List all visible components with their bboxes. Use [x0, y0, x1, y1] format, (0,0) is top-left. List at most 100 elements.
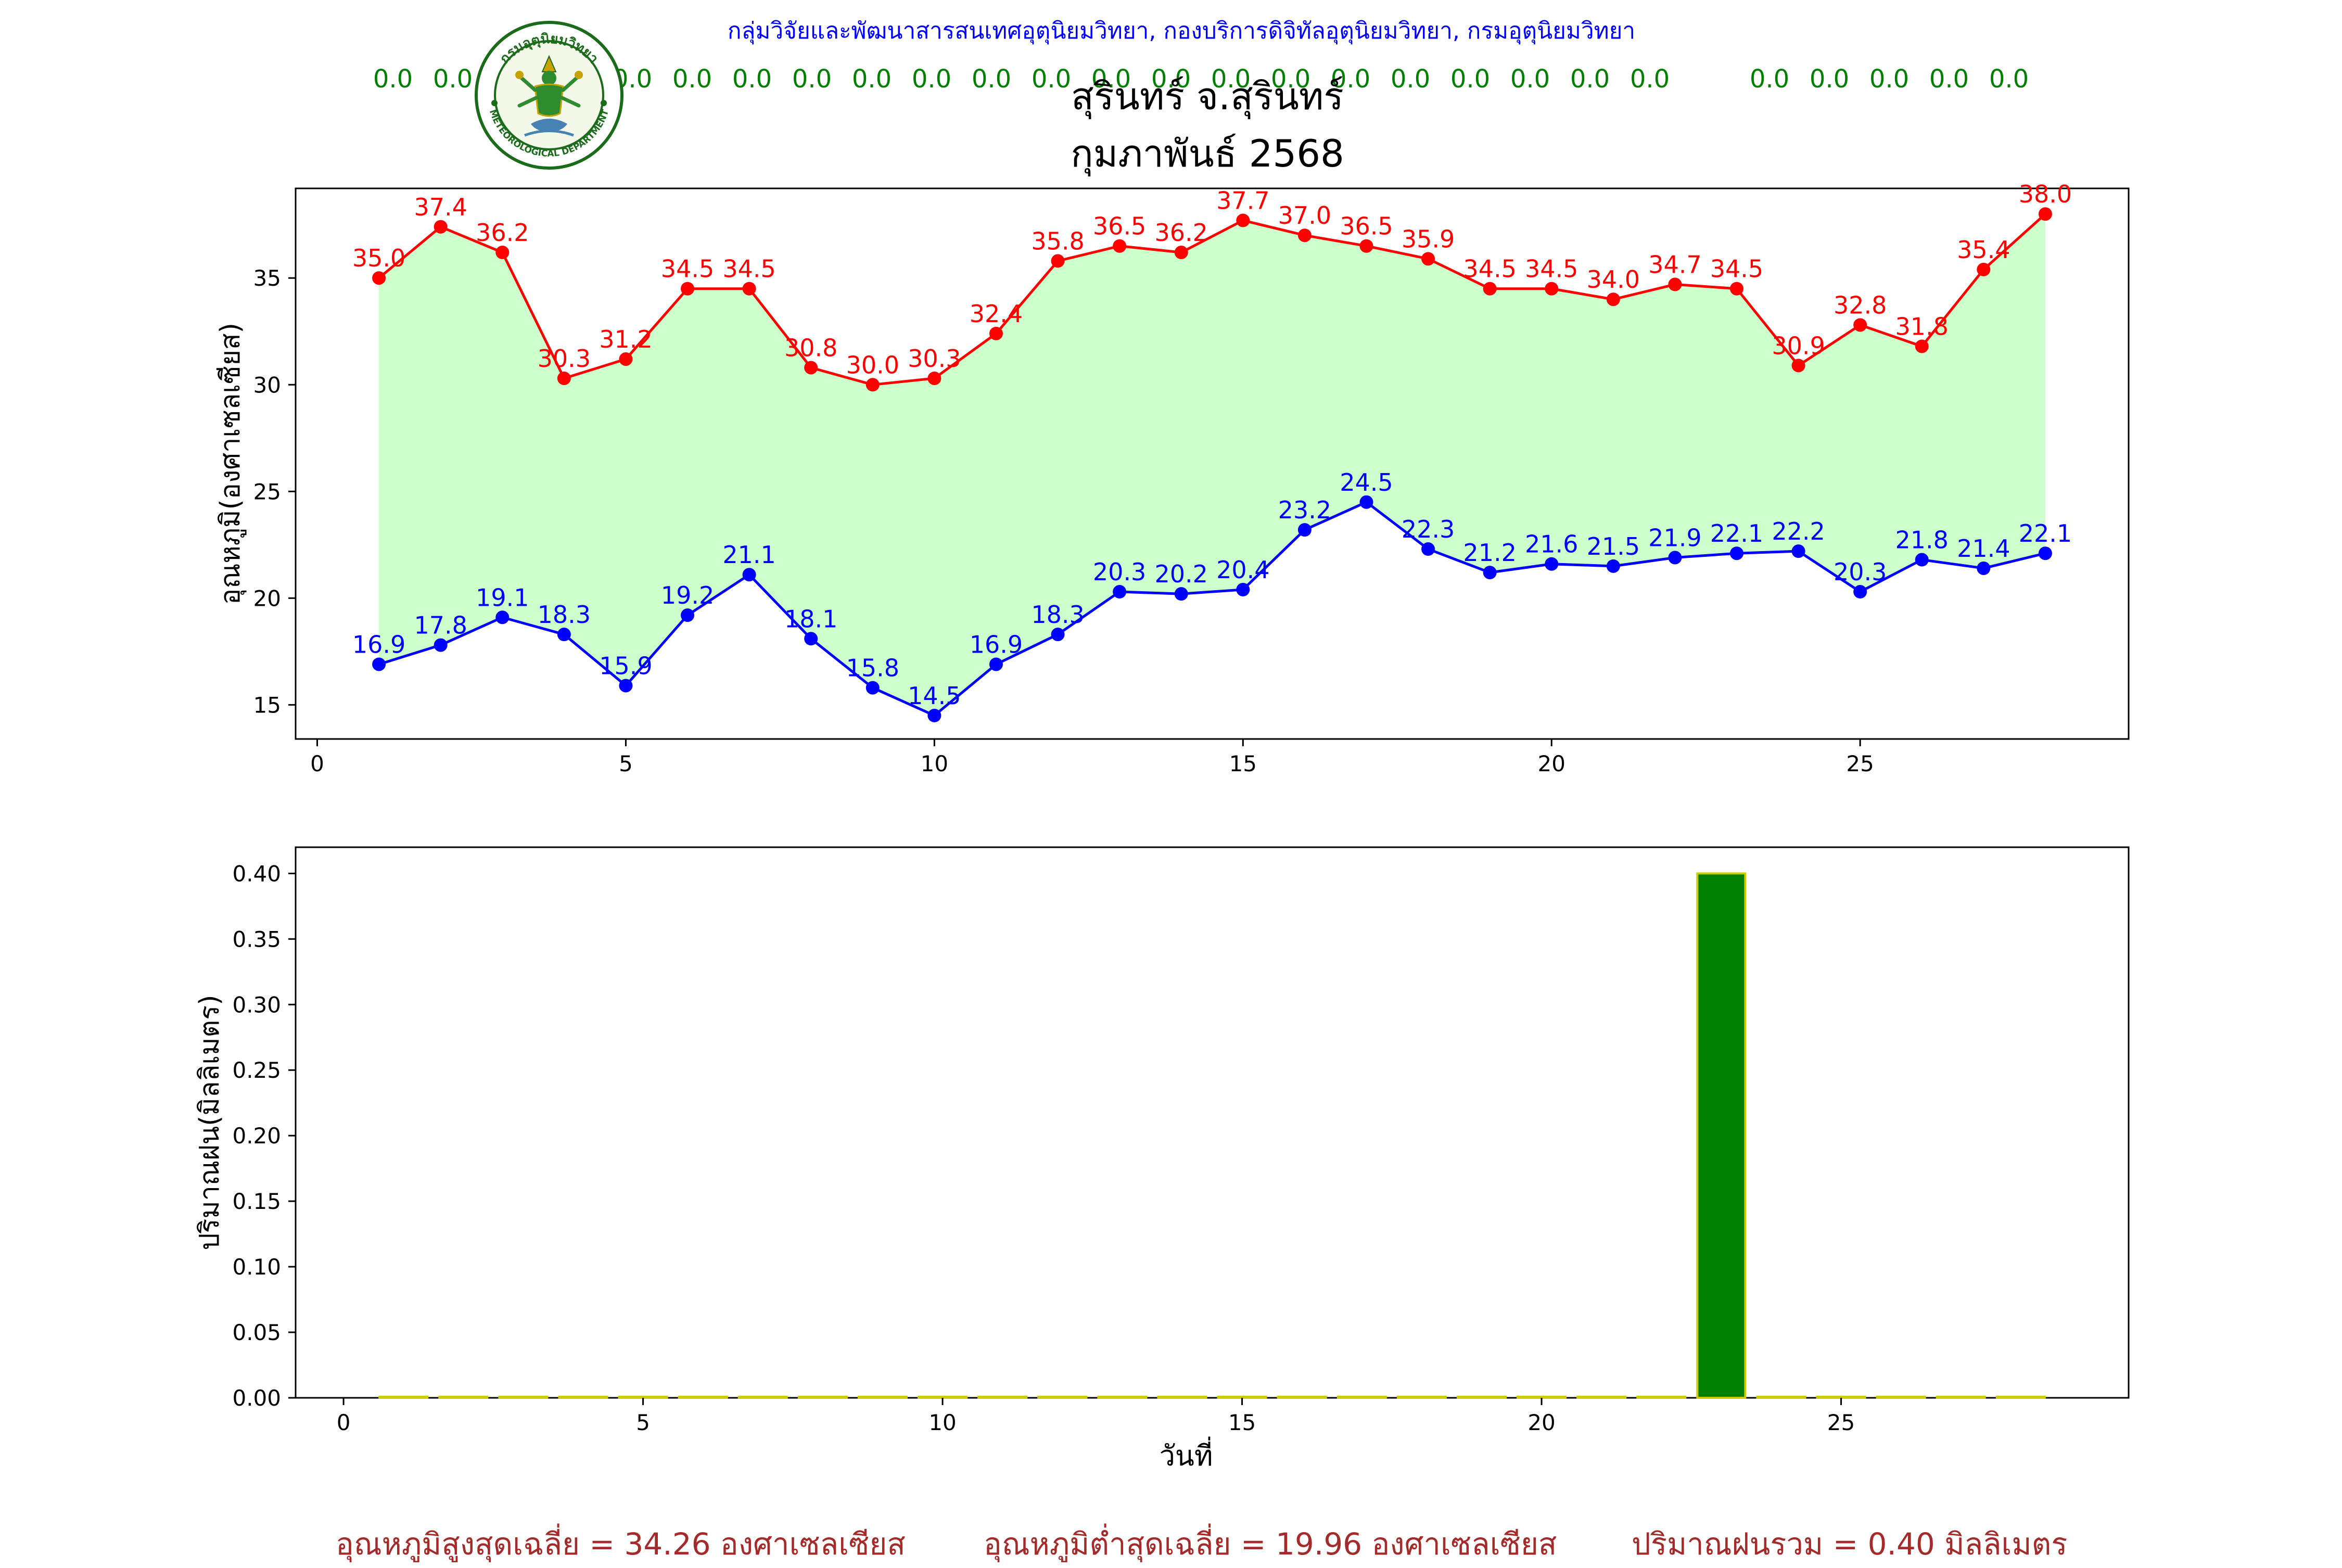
- rainfall-bar: [1576, 1396, 1627, 1399]
- max-temperature-point: [681, 282, 695, 296]
- y-tick-label: 0.00: [232, 1385, 281, 1411]
- min-temperature-point: [1545, 557, 1559, 571]
- max-temperature-label: 32.4: [970, 300, 1023, 328]
- avg-min-temp-summary: อุณหภูมิต่ำสุดเฉลี่ย = 19.96 องศาเซลเซีย…: [984, 1526, 1557, 1562]
- y-tick-label: 30: [253, 372, 281, 398]
- min-temperature-label: 18.3: [1031, 601, 1084, 629]
- rainfall-bar: [1995, 1396, 2046, 1399]
- y-tick-label: 0.40: [232, 861, 281, 886]
- x-tick-label: 0: [337, 1410, 351, 1435]
- min-temperature-label: 20.3: [1834, 558, 1887, 586]
- daily-rain-label: 0.0: [1331, 65, 1370, 94]
- min-temperature-label: 24.5: [1340, 468, 1393, 496]
- min-temperature-label: 22.2: [1772, 517, 1825, 545]
- min-temperature-label: 22.1: [1710, 519, 1763, 547]
- max-temperature-point: [865, 378, 880, 392]
- max-temperature-point: [1853, 318, 1867, 332]
- daily-rain-label: 0.0: [1271, 65, 1310, 94]
- max-temperature-point: [1606, 292, 1620, 307]
- org-line: กลุ่มวิจัยและพัฒนาสารสนเทศอุตุนิยมวิทยา,…: [728, 18, 1635, 45]
- y-tick-label: 0.10: [232, 1254, 281, 1280]
- temperature-axis-label: อุณหภูมิ(องศาเซลเซียส): [215, 323, 247, 605]
- min-temperature-point: [1915, 553, 1929, 567]
- max-temperature-label: 37.4: [414, 193, 467, 221]
- meteorological-department-logo: กรมอุตุนิยมวิทยา METEOROLOGICAL DEPARTME…: [475, 21, 623, 170]
- min-temperature-label: 23.2: [1278, 496, 1331, 524]
- max-temperature-point: [372, 271, 386, 285]
- min-temperature-label: 20.3: [1093, 558, 1146, 586]
- rainfall-axes-frame: [295, 846, 2130, 1399]
- total-rain-summary: ปริมาณฝนรวม = 0.40 มิลลิเมตร: [1632, 1526, 2068, 1562]
- max-temperature-label: 36.5: [1093, 212, 1146, 240]
- min-temperature-point: [1051, 628, 1065, 642]
- min-temperature-label: 22.3: [1402, 515, 1455, 543]
- min-temperature-label: 16.9: [970, 630, 1023, 658]
- daily-rain-label: 0.0: [1032, 65, 1071, 94]
- min-temperature-point: [1421, 542, 1435, 556]
- max-temperature-label: 34.0: [1587, 265, 1640, 294]
- x-tick-label: 10: [921, 751, 948, 776]
- min-temperature-point: [1606, 559, 1620, 573]
- min-temperature-point: [557, 628, 571, 642]
- min-temperature-point: [1483, 566, 1497, 580]
- rainfall-bar: [737, 1396, 788, 1399]
- max-temperature-label: 34.7: [1648, 251, 1701, 279]
- max-temperature-label: 34.5: [1710, 255, 1763, 283]
- min-temperature-label: 22.1: [2019, 519, 2072, 547]
- y-tick-label: 0.05: [232, 1320, 281, 1345]
- daily-rain-label: 0.0: [1391, 65, 1430, 94]
- max-temperature-point: [1545, 282, 1559, 296]
- min-temperature-point: [1113, 585, 1127, 599]
- rainfall-bar: [618, 1396, 668, 1399]
- min-temperature-label: 21.6: [1525, 530, 1578, 558]
- x-tick-label: 0: [310, 751, 324, 776]
- max-temperature-label: 36.5: [1340, 212, 1393, 240]
- x-tick-label: 15: [1228, 1410, 1256, 1435]
- min-temperature-label: 19.1: [476, 583, 529, 611]
- rainfall-bar: [1456, 1396, 1507, 1399]
- min-temperature-label: 18.3: [538, 601, 591, 629]
- daily-rain-label: 0.0: [912, 65, 951, 94]
- avg-max-temp-summary: อุณหภูมิสูงสุดเฉลี่ย = 34.26 องศาเซลเซีย…: [336, 1526, 906, 1562]
- max-temperature-point: [1051, 254, 1065, 268]
- max-temperature-label: 36.2: [476, 219, 529, 247]
- daily-rain-label: 0.0: [672, 65, 712, 94]
- y-tick-label: 15: [253, 692, 281, 718]
- max-temperature-label: 35.4: [1957, 236, 2010, 264]
- daily-rain-label: 0.0: [972, 65, 1011, 94]
- min-temperature-label: 18.1: [784, 605, 837, 633]
- daily-rain-label: 0.0: [1450, 65, 1490, 94]
- max-temperature-label: 31.2: [599, 325, 652, 353]
- rainfall-chart: 0 5 10 15 20 25 0.00 0.05 0.10 0.15 0.20 0.25 0.30 0.…: [194, 846, 2130, 1472]
- rainfall-x-axis-label: วันที่: [1160, 1436, 1213, 1472]
- daily-rain-label: 0.0: [852, 65, 892, 94]
- daily-rain-label: 0.0: [1810, 65, 1849, 94]
- daily-rain-label: 0.0: [732, 65, 772, 94]
- rainfall-bar: [1337, 1396, 1387, 1399]
- min-temperature-point: [495, 610, 510, 624]
- min-temperature-point: [1668, 551, 1682, 565]
- min-temperature-label: 14.5: [908, 682, 961, 710]
- min-temperature-point: [1174, 587, 1188, 601]
- min-temperature-label: 21.1: [722, 541, 775, 569]
- min-temperature-point: [1297, 523, 1312, 537]
- max-temperature-point: [434, 220, 448, 234]
- y-tick-label: 0.15: [232, 1189, 281, 1214]
- rainfall-bar: [1277, 1396, 1327, 1399]
- max-temperature-label: 30.9: [1772, 332, 1825, 360]
- temperature-axes-frame: [295, 187, 2130, 740]
- max-temperature-point: [495, 246, 510, 260]
- min-temperature-point: [1977, 561, 1991, 575]
- rainfall-bar: [1696, 872, 1747, 1399]
- x-tick-label: 10: [928, 1410, 956, 1435]
- min-temperature-point: [1729, 546, 1743, 560]
- daily-rain-label: 0.0: [1869, 65, 1909, 94]
- daily-rain-label: 0.0: [373, 65, 413, 94]
- max-temperature-point: [1113, 239, 1127, 253]
- daily-rain-label: 0.0: [1510, 65, 1550, 94]
- max-temperature-label: 35.8: [1031, 227, 1084, 255]
- max-temperature-label: 35.0: [352, 244, 405, 272]
- rainfall-bar: [438, 1396, 489, 1399]
- rainfall-axis-label: ปริมาณฝน(มิลลิเมตร): [194, 995, 225, 1250]
